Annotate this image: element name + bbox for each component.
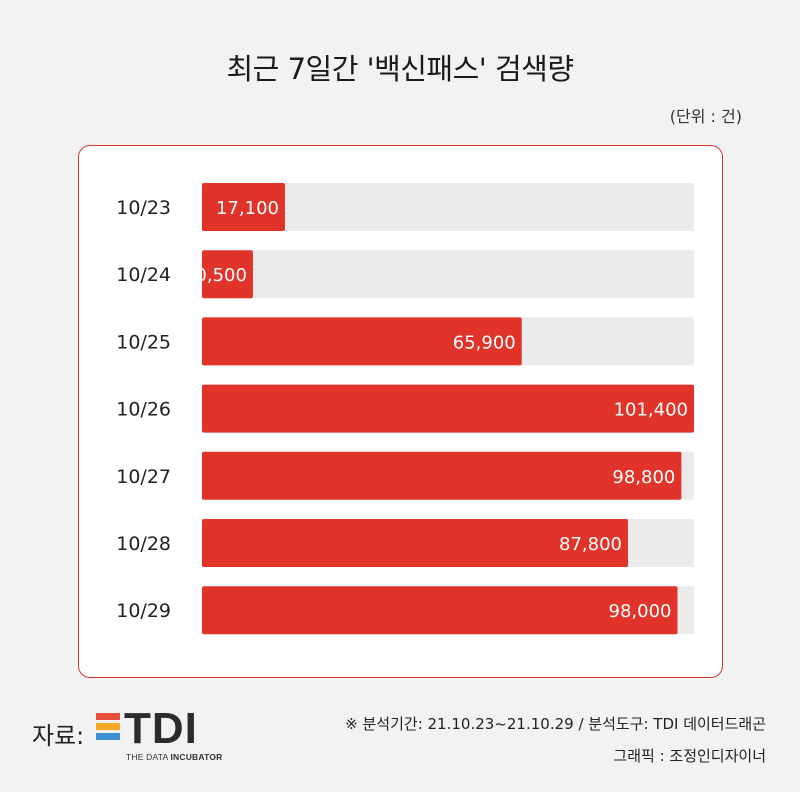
logo-bar-orange <box>96 723 120 730</box>
graphic-credit: 그래픽 : 조정인디자이너 <box>613 747 766 765</box>
bar <box>202 250 253 299</box>
value-label: 17,100 <box>216 198 279 219</box>
logo-color-bars <box>96 713 120 750</box>
tdi-logo: TDI THE DATA INCUBATOR <box>96 704 231 765</box>
bar <box>202 384 694 433</box>
logo-bar-red <box>96 713 120 720</box>
bar-track <box>202 183 694 231</box>
bar <box>202 317 522 366</box>
logo-subtitle: THE DATA INCUBATOR <box>126 752 222 762</box>
category-label: 10/25 <box>116 331 171 353</box>
bar-chart: 10/23 17,100 10/24 10,500 10/25 65,900 10/26 10… <box>116 183 694 635</box>
category-label: 10/27 <box>116 466 171 488</box>
category-label: 10/24 <box>116 264 171 286</box>
chart-title: 최근 7일간 '백신패스' 검색량 <box>226 52 574 86</box>
category-label: 10/29 <box>116 600 171 622</box>
bar-track <box>202 250 694 299</box>
unit-label: (단위 : 건) <box>669 107 742 126</box>
chart-panel: 10/23 17,100 10/24 10,500 10/25 65,900 10/26 10… <box>78 145 723 678</box>
value-label: 87,800 <box>559 534 622 555</box>
bar <box>202 451 682 500</box>
source-label: 자료: <box>32 722 85 750</box>
category-label: 10/28 <box>116 533 171 555</box>
value-label: 101,400 <box>614 400 688 421</box>
bar <box>202 519 629 567</box>
bar <box>202 586 678 635</box>
value-label: 98,800 <box>612 467 675 488</box>
logo-text: TDI <box>124 704 198 753</box>
value-label: 10,500 <box>184 265 247 286</box>
analysis-footnote: ※ 분석기간: 21.10.23~21.10.29 / 분석도구: TDI 데이… <box>345 715 766 733</box>
value-label: 98,000 <box>609 601 672 622</box>
value-label: 65,900 <box>453 332 516 353</box>
logo-sub-bold: INCUBATOR <box>170 752 223 762</box>
category-label: 10/26 <box>116 399 171 421</box>
bar <box>202 183 285 231</box>
logo-bar-blue <box>96 733 120 740</box>
logo-sub-light: THE DATA <box>126 752 171 762</box>
category-label: 10/23 <box>116 197 171 219</box>
